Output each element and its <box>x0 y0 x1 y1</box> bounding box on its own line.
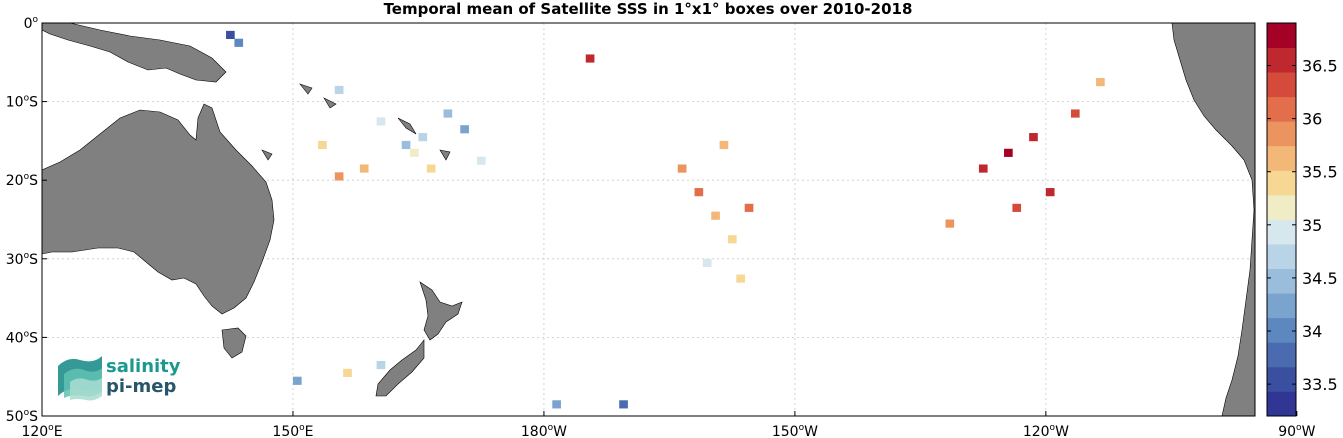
x-tick-label: 150oE <box>272 423 313 438</box>
sss-cell <box>376 360 386 370</box>
colorbar-segment <box>1267 72 1296 98</box>
colorbar: 33.5 34 34.5 35 35.5 36 36.5 <box>1266 22 1338 417</box>
colorbar-label: 36 <box>1302 110 1322 129</box>
map-plot-area <box>42 23 1255 416</box>
sss-cell <box>443 109 453 118</box>
sss-cell <box>418 133 428 142</box>
sss-cell <box>978 164 988 173</box>
y-tick-label: 50oS <box>6 408 38 425</box>
sss-cell <box>1004 148 1013 157</box>
sss-cell <box>711 211 720 220</box>
colorbar-label: 35 <box>1302 216 1322 235</box>
sss-cells <box>226 30 1105 409</box>
sss-cell <box>1029 133 1038 142</box>
sss-cell <box>234 38 244 47</box>
colorbar-segment <box>1267 145 1296 171</box>
colorbar-segment <box>1267 194 1296 220</box>
x-tick-label: 120oW <box>1023 423 1069 438</box>
sss-cell <box>677 164 687 173</box>
colorbar-frame <box>1266 22 1297 417</box>
logo-line2: pi-mep <box>106 376 176 397</box>
sss-cell <box>727 235 737 244</box>
colorbar-segment <box>1267 342 1296 368</box>
colorbar-segment <box>1267 47 1296 73</box>
colorbar-segment <box>1267 293 1296 319</box>
colorbar-segment <box>1267 121 1296 147</box>
sss-cell <box>401 140 411 150</box>
sss-cell <box>702 258 712 267</box>
colorbar-segment <box>1267 170 1296 196</box>
chart-title: Temporal mean of Satellite SSS in 1°x1° … <box>384 0 913 18</box>
logo-line1: salinity <box>106 356 181 377</box>
land-tasmania <box>221 327 247 359</box>
sss-cell <box>1070 109 1080 118</box>
sss-cell <box>292 376 302 385</box>
colorbar-segment <box>1267 317 1296 343</box>
sss-cell <box>359 164 369 173</box>
land-south-america <box>1171 23 1255 416</box>
y-tick-label: 30oS <box>6 251 38 268</box>
sss-cell <box>343 368 352 377</box>
sss-cell <box>1012 203 1022 212</box>
land-new-guinea <box>42 23 227 83</box>
y-tick-label: 20oS <box>6 172 38 189</box>
colorbar-segment <box>1267 23 1296 48</box>
sss-cell <box>477 156 486 165</box>
colorbar-label: 36.5 <box>1302 56 1338 75</box>
sss-cell <box>744 203 754 212</box>
sss-cell <box>719 140 729 150</box>
sss-cell <box>619 400 628 409</box>
x-tick-label: 90oW <box>1278 423 1315 438</box>
x-tick-label: 150oW <box>772 423 818 438</box>
colorbar-label: 34.5 <box>1302 269 1338 288</box>
salinity-logo: salinity pi-mep <box>58 356 181 401</box>
sss-cell <box>376 117 386 126</box>
gridlines <box>42 23 1255 416</box>
colorbar-segment <box>1267 96 1296 122</box>
sss-cell <box>694 188 704 197</box>
x-axis-ticks: 120oE 150oE 180oW 150oW 120oW 90oW <box>21 411 1316 438</box>
colorbar-segment <box>1267 268 1296 294</box>
land-nz-north <box>419 281 463 341</box>
land-islands <box>261 83 451 161</box>
plot-frame <box>41 22 1256 417</box>
colorbar-segment <box>1267 244 1296 270</box>
logo-wave-3 <box>70 378 102 401</box>
sss-cell <box>410 148 419 157</box>
land-australia <box>42 103 275 315</box>
sss-cell <box>1045 188 1055 197</box>
land-masses <box>42 23 1255 416</box>
land-nz-south <box>375 339 425 397</box>
x-tick-label: 180oW <box>521 423 567 438</box>
colorbar-label: 35.5 <box>1302 163 1338 182</box>
sss-cell <box>460 125 469 134</box>
y-tick-label: 0o <box>24 15 39 32</box>
sss-cell <box>552 400 561 409</box>
y-tick-label: 40oS <box>6 329 38 346</box>
sss-cell <box>318 140 327 150</box>
sss-cell <box>1096 78 1105 87</box>
sss-cell <box>426 164 436 173</box>
colorbar-label: 34 <box>1302 322 1322 341</box>
sss-cell <box>736 274 746 283</box>
sss-cell <box>334 85 344 95</box>
x-tick-label: 120oE <box>21 423 62 438</box>
sss-cell <box>585 54 595 63</box>
y-tick-label: 10oS <box>6 94 38 111</box>
colorbar-segment <box>1267 219 1296 245</box>
colorbar-segment <box>1267 366 1296 392</box>
sss-cell <box>334 172 344 181</box>
sss-cell <box>226 30 235 40</box>
sss-cell <box>945 219 955 228</box>
y-axis-ticks: 0o 10oS 20oS 30oS 40oS 50oS <box>6 15 47 425</box>
colorbar-label: 33.5 <box>1302 375 1338 394</box>
colorbar-segment <box>1267 391 1296 417</box>
